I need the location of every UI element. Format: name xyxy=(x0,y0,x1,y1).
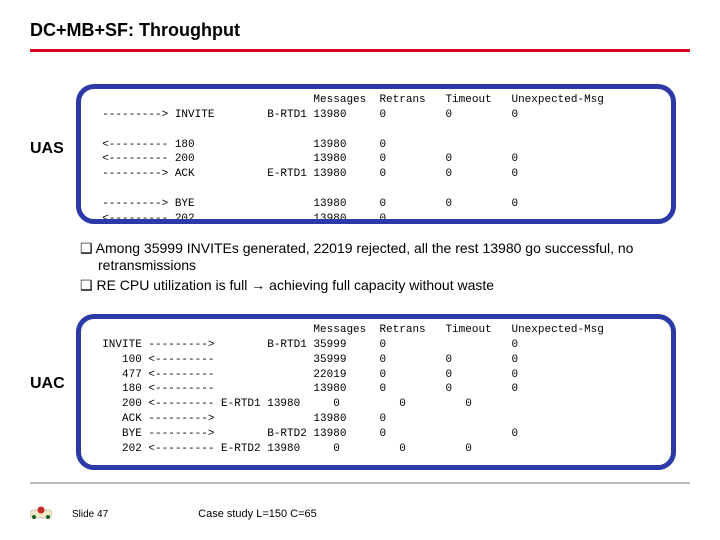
footer-logo-icon xyxy=(30,506,52,522)
slide: DC+MB+SF: Throughput UAS Messages Retran… xyxy=(0,0,720,540)
uas-panel: Messages Retrans Timeout Unexpected-Msg … xyxy=(76,84,676,224)
bullet-item: RE CPU utilization is full → achieving f… xyxy=(80,277,680,294)
footer-caption: Case study L=150 C=65 xyxy=(198,508,317,520)
title-underline xyxy=(30,49,690,52)
footer-slide-number: Slide 47 xyxy=(72,509,108,520)
footer: Slide 47 Case study L=150 C=65 xyxy=(30,506,690,522)
bullet-list: Among 35999 INVITEs generated, 22019 rej… xyxy=(80,240,680,298)
uac-panel-content: Messages Retrans Timeout Unexpected-Msg … xyxy=(81,319,671,461)
uas-label: UAS xyxy=(30,140,64,158)
uac-panel: Messages Retrans Timeout Unexpected-Msg … xyxy=(76,314,676,470)
slide-title: DC+MB+SF: Throughput xyxy=(30,20,690,41)
uas-panel-content: Messages Retrans Timeout Unexpected-Msg … xyxy=(81,89,671,224)
bullet-item: Among 35999 INVITEs generated, 22019 rej… xyxy=(80,240,680,273)
footer-divider xyxy=(30,482,690,484)
uac-label: UAC xyxy=(30,375,65,393)
